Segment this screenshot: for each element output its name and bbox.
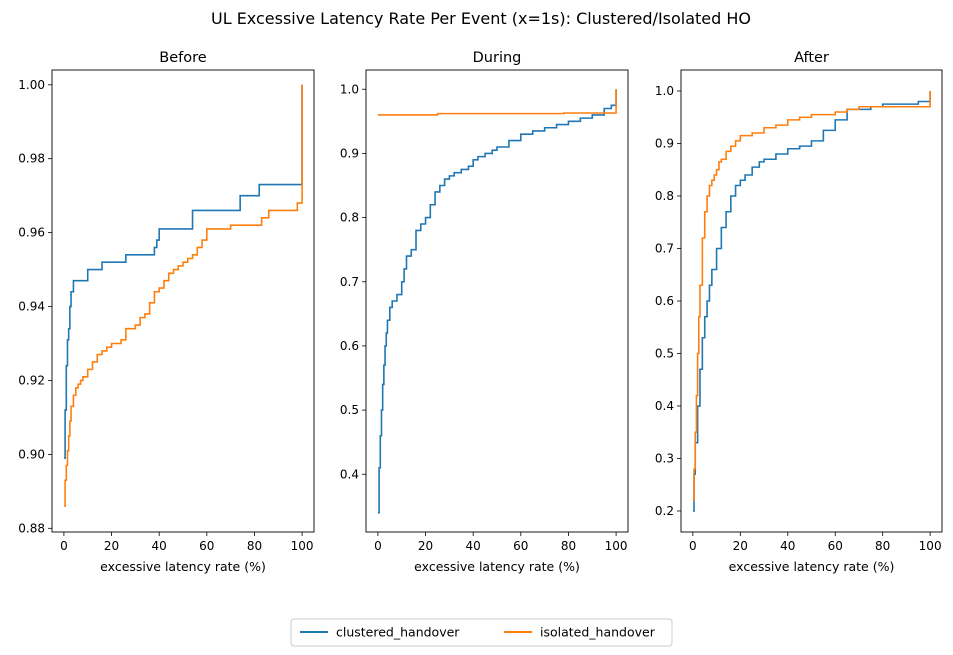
- y-tick-label: 0.8: [340, 211, 359, 225]
- x-tick-label: 80: [247, 539, 262, 553]
- y-tick-label: 1.0: [340, 82, 359, 96]
- x-axis-label: excessive latency rate (%): [100, 559, 266, 574]
- x-tick-label: 20: [104, 539, 119, 553]
- subplot-title: After: [794, 50, 829, 66]
- y-tick-label: 0.5: [340, 403, 359, 417]
- x-tick-label: 100: [605, 539, 628, 553]
- subplot-before: Before 0 20 40 60 80 100 0.88 0.90 0.92 0.94 0.96 0.…: [18, 50, 315, 574]
- x-tick-label: 40: [152, 539, 167, 553]
- x-tick-label: 60: [513, 539, 528, 553]
- y-tick-label: 0.96: [18, 226, 45, 240]
- legend-frame: [290, 618, 673, 647]
- x-axis-label: excessive latency rate (%): [414, 559, 580, 574]
- subplot-title: Before: [159, 50, 206, 66]
- subplot-after: After 0 20 40 60 80 100 0.2 0.3 0.4 0.5 0.6 0.7 0.8 0.…: [655, 50, 943, 574]
- figure-title: UL Excessive Latency Rate Per Event (x=1…: [211, 9, 751, 28]
- x-tick-label: 60: [199, 539, 214, 553]
- axes-frame: [680, 69, 943, 533]
- x-tick-label: 100: [291, 539, 314, 553]
- legend-label-clustered: clustered_handover: [336, 625, 460, 640]
- subplot-title: During: [473, 50, 522, 66]
- x-tick-label: 0: [60, 539, 68, 553]
- y-tick-label: 0.4: [655, 399, 674, 413]
- x-tick-label: 40: [780, 539, 795, 553]
- y-tick-label: 0.8: [655, 189, 674, 203]
- series-line-isolated-handover: [377, 89, 617, 116]
- y-tick-label: 0.98: [18, 152, 45, 166]
- x-tick-label: 0: [374, 539, 382, 553]
- y-tick-label: 0.6: [655, 294, 674, 308]
- y-tick-label: 0.7: [655, 242, 674, 256]
- y-tick-label: 0.2: [655, 504, 674, 518]
- legend-label-isolated: isolated_handover: [540, 625, 656, 640]
- y-tick-label: 1.0: [655, 84, 674, 98]
- y-tick-label: 0.4: [340, 467, 359, 481]
- y-tick-label: 0.94: [18, 300, 45, 314]
- y-tick-label: 0.9: [655, 137, 674, 151]
- x-tick-label: 40: [466, 539, 481, 553]
- x-axis-label: excessive latency rate (%): [729, 559, 895, 574]
- series-line-clustered-handover: [63, 84, 303, 459]
- x-tick-label: 100: [919, 539, 942, 553]
- series-line-clustered-handover: [692, 91, 931, 512]
- y-tick-label: 0.5: [655, 347, 674, 361]
- x-tick-label: 80: [875, 539, 890, 553]
- y-tick-label: 0.9: [340, 146, 359, 160]
- y-tick-label: 0.7: [340, 275, 359, 289]
- y-tick-label: 0.88: [18, 521, 45, 535]
- y-tick-label: 0.90: [18, 447, 45, 461]
- series-line-isolated-handover: [63, 84, 303, 507]
- x-tick-label: 20: [733, 539, 748, 553]
- x-tick-label: 60: [828, 539, 843, 553]
- x-tick-label: 80: [561, 539, 576, 553]
- series-line-clustered-handover: [377, 89, 617, 514]
- axes-frame: [51, 69, 315, 533]
- axes-frame: [365, 69, 629, 533]
- x-tick-label: 0: [689, 539, 697, 553]
- y-tick-label: 1.00: [18, 78, 45, 92]
- y-tick-label: 0.92: [18, 373, 45, 387]
- legend: clustered_handover isolated_handover: [290, 618, 673, 647]
- y-tick-label: 0.6: [340, 339, 359, 353]
- series-line-isolated-handover: [692, 91, 931, 502]
- subplot-during: During 0 20 40 60 80 100 0.4 0.5 0.6 0.7 0.8 0.9 1.0 e…: [340, 50, 629, 574]
- y-tick-label: 0.3: [655, 452, 674, 466]
- x-tick-label: 20: [418, 539, 433, 553]
